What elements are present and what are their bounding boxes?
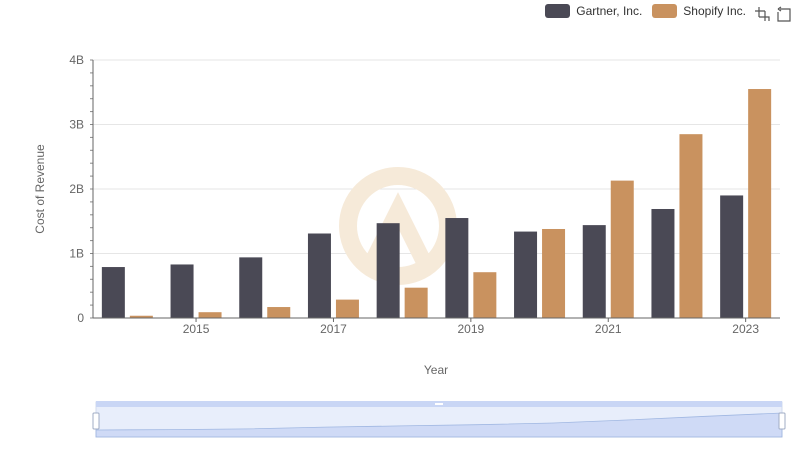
- legend-swatch-shopify: [652, 4, 678, 18]
- bar-gartner-2020: [514, 231, 538, 318]
- y-tick-label: 2B: [69, 182, 84, 196]
- bar-gartner-2021: [582, 225, 606, 318]
- bar-shopify-2019: [473, 272, 497, 318]
- zoom-handle-right: [778, 412, 786, 430]
- bar-gartner-2015: [170, 264, 194, 318]
- x-axis-label: Year: [424, 363, 448, 377]
- bar-shopify-2022: [679, 134, 703, 318]
- bar-gartner-2018: [376, 223, 400, 318]
- bar-shopify-2020: [542, 228, 566, 318]
- bar-shopify-2015: [198, 312, 222, 318]
- bar-gartner-2017: [307, 233, 331, 318]
- bar-gartner-2016: [239, 257, 263, 318]
- zoom-grip: [435, 403, 443, 405]
- x-tick-label: 2017: [320, 322, 347, 336]
- x-tick-label: 2015: [183, 322, 210, 336]
- zoom-icon[interactable]: [754, 6, 770, 22]
- legend-swatch-gartner: [545, 4, 571, 18]
- grid-lines: [93, 59, 780, 254]
- bar-shopify-2018: [404, 287, 428, 318]
- x-tick-label: 2021: [595, 322, 622, 336]
- bar-gartner-2022: [651, 208, 675, 318]
- bar-shopify-2014: [129, 315, 153, 318]
- bar-shopify-2017: [335, 299, 359, 318]
- legend-item-gartner[interactable]: Gartner, Inc.: [545, 4, 642, 18]
- bar-shopify-2021: [610, 180, 634, 318]
- y-tick-label: 4B: [69, 53, 84, 67]
- bar-gartner-2023: [720, 195, 744, 318]
- legend: Gartner, Inc. Shopify Inc.: [545, 4, 746, 18]
- chart-toolbox: [754, 6, 792, 22]
- y-axis-label: Cost of Revenue: [33, 144, 47, 234]
- bar-shopify-2023: [748, 89, 772, 319]
- data-zoom-slider[interactable]: [92, 401, 786, 438]
- y-tick-label: 3B: [69, 118, 84, 132]
- x-tick-label: 2023: [732, 322, 759, 336]
- bar-gartner-2019: [445, 218, 469, 318]
- restore-icon[interactable]: [776, 6, 792, 22]
- x-tick-label: 2019: [457, 322, 484, 336]
- bar-shopify-2016: [267, 307, 291, 318]
- legend-label-gartner: Gartner, Inc.: [576, 4, 643, 18]
- legend-label-shopify: Shopify Inc.: [683, 4, 746, 18]
- bar-gartner-2014: [101, 267, 125, 318]
- y-tick-label: 1B: [69, 247, 84, 261]
- legend-item-shopify[interactable]: Shopify Inc.: [652, 4, 746, 18]
- zoom-handle-left: [92, 412, 100, 430]
- y-tick-label: 0: [77, 311, 84, 325]
